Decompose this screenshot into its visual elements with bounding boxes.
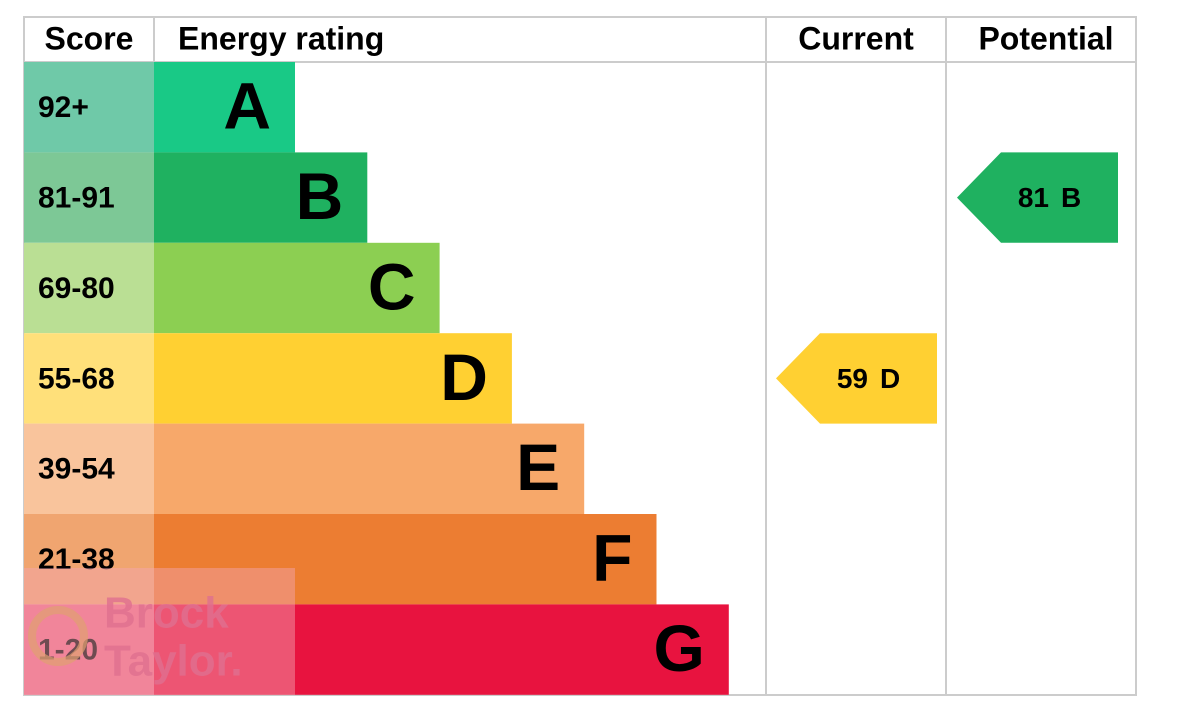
band-score: 81-91	[38, 182, 115, 215]
band-letter: B	[296, 159, 344, 233]
watermark-logo	[28, 606, 88, 666]
score-cell	[24, 514, 154, 605]
header-current: Current	[798, 20, 914, 56]
band-letter: C	[368, 249, 416, 323]
score-cell	[24, 423, 154, 514]
watermark-line1: Brock	[104, 589, 229, 638]
band-bar	[154, 62, 295, 153]
band-bar	[154, 242, 440, 334]
header-rating: Energy rating	[178, 20, 384, 56]
band-score: 39-54	[38, 453, 115, 486]
current-letter: D	[880, 363, 900, 394]
potential-value: 81	[1018, 182, 1049, 213]
band-letter: A	[223, 69, 271, 143]
band-letter: D	[440, 340, 488, 414]
band-score: 55-68	[38, 362, 115, 395]
band-bar	[154, 152, 368, 243]
band-score: 21-38	[38, 543, 115, 576]
header-score: Score	[45, 20, 134, 56]
score-cell	[24, 604, 154, 695]
band-bar	[154, 333, 512, 424]
header-potential: Potential	[978, 20, 1113, 56]
current-arrow	[776, 333, 937, 424]
band-score: 69-80	[38, 272, 115, 305]
band-bar	[154, 604, 729, 695]
potential-arrow	[957, 152, 1118, 243]
score-cell	[24, 152, 154, 243]
rows: 92+ A81-91 B69-80 C55-68 D39-54 E21-38 F1-20 G5…	[24, 62, 1118, 695]
band-letter: G	[653, 611, 704, 685]
potential-letter: B	[1061, 182, 1081, 213]
band-letter: F	[592, 521, 632, 595]
score-cell	[24, 62, 154, 153]
score-cell	[24, 242, 154, 334]
band-score: 92+	[38, 91, 89, 124]
score-cell	[24, 333, 154, 424]
current-value: 59	[837, 363, 868, 394]
band-bar	[154, 514, 657, 605]
watermark-bg	[24, 568, 295, 695]
watermark-line2: Taylor.	[104, 637, 243, 686]
band-bar	[154, 423, 585, 514]
band-letter: E	[516, 430, 560, 504]
